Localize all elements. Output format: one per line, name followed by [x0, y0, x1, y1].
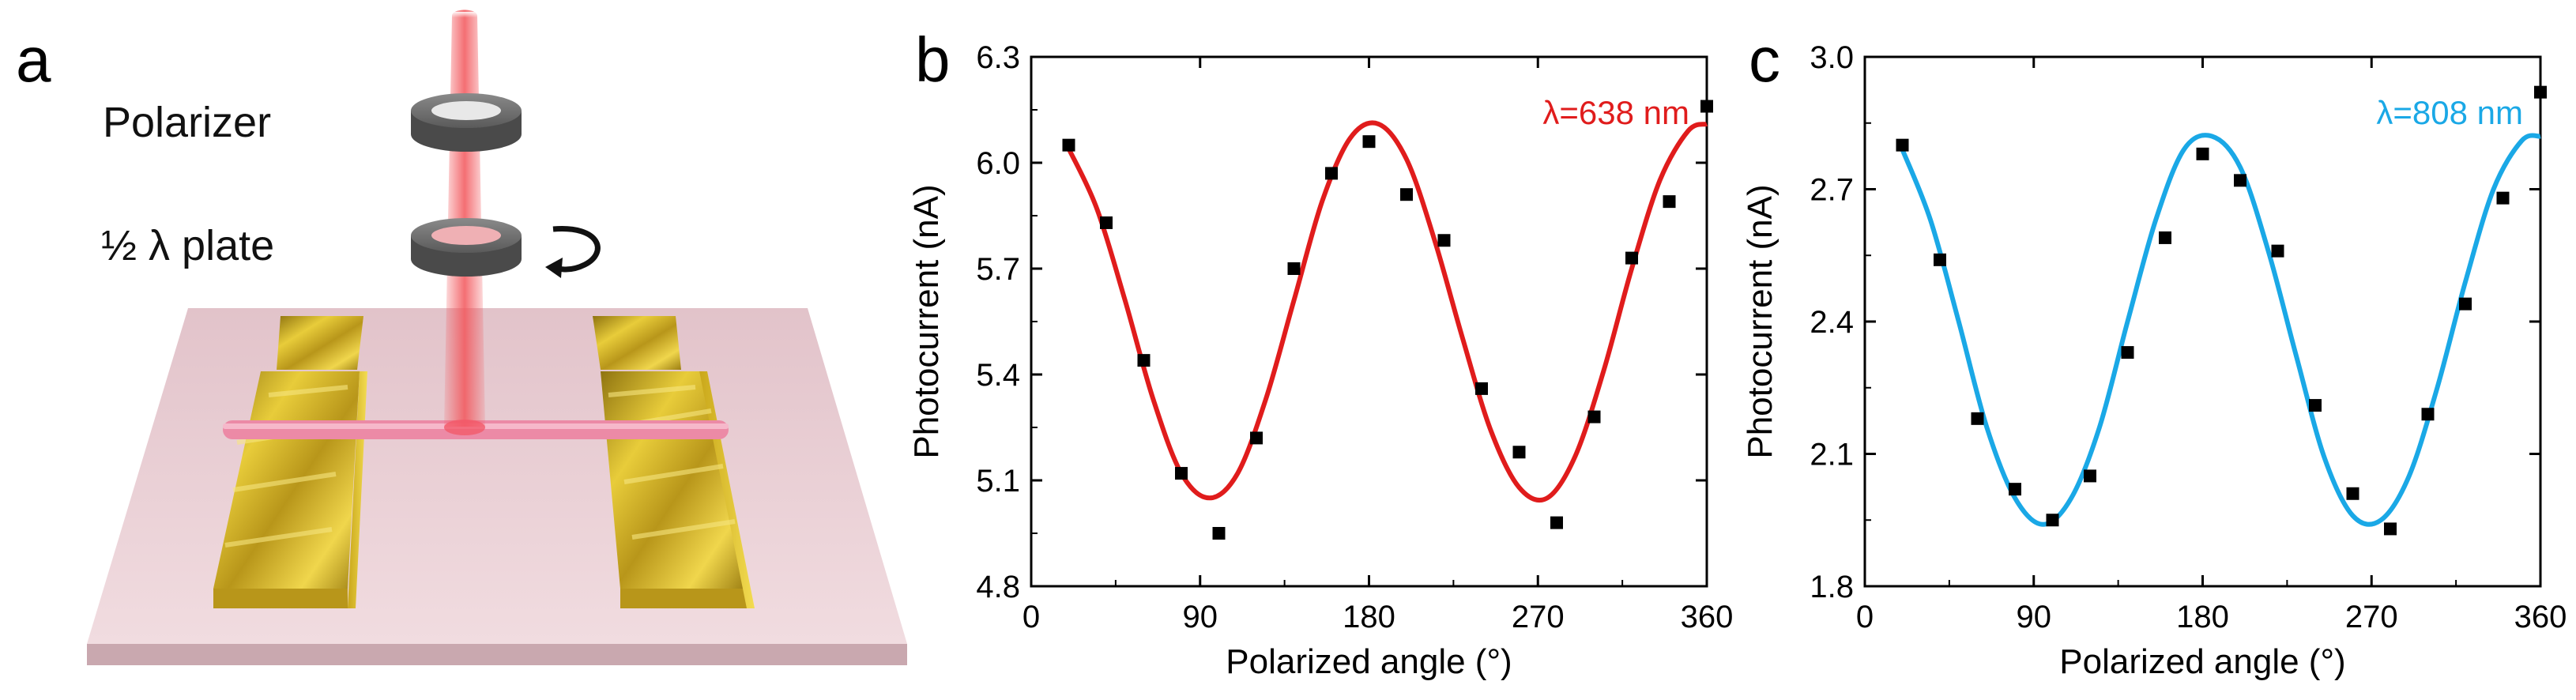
chart-b-data-point — [1625, 251, 1638, 265]
half-wave-plate-label: ½ λ plate — [101, 222, 275, 269]
chart-c-data-point — [2271, 244, 2284, 258]
panel-letter-c: c — [1749, 24, 1780, 95]
chart-b-data-point — [1287, 262, 1301, 275]
chart-b-data-point — [1212, 527, 1226, 540]
half-wave-plate-ring — [411, 218, 522, 277]
chart-c-x-axis-label: Polarized angle (°) — [2059, 642, 2345, 681]
chart-b-y-tick-label: 6.3 — [976, 40, 1020, 75]
chart-b-x-axis-label: Polarized angle (°) — [1226, 642, 1512, 681]
chart-b-data-point — [1100, 216, 1113, 229]
rotation-arrow-icon — [545, 226, 601, 278]
chart-c-data-point — [2496, 191, 2510, 205]
chart-c-data-point — [2346, 487, 2359, 500]
chart-b-data-point — [1400, 188, 1413, 201]
chart-c-data-point — [2121, 346, 2134, 359]
chart-c-data-point — [2459, 297, 2472, 310]
chart-b-x-tick-label: 90 — [1183, 600, 1218, 634]
chart-b-x-tick-label: 270 — [1512, 600, 1565, 634]
chart-b-data-point — [1137, 354, 1151, 367]
chart-c-data-point — [2421, 408, 2435, 421]
polarizer-label: Polarizer — [103, 99, 272, 146]
panel-letter-b: b — [915, 24, 951, 95]
chart-b-y-tick-label: 6.0 — [976, 146, 1020, 181]
panel-letter-a: a — [16, 24, 51, 95]
chart-c-y-tick-label: 1.8 — [1810, 570, 1854, 604]
chart-c-y-tick-label: 2.7 — [1810, 173, 1854, 208]
chart-b-data-point — [1475, 382, 1488, 395]
chart-b-data-point — [1550, 516, 1563, 529]
chart-c-data-point — [1934, 253, 1946, 266]
chart-c-data-point — [2046, 514, 2059, 527]
chart-c-x-tick-label: 270 — [2345, 600, 2398, 634]
chart-b-data-point — [1587, 410, 1601, 423]
polarizer-ring — [411, 93, 522, 152]
chart-c-y-tick-label: 2.1 — [1810, 438, 1854, 472]
chart-c-data-point — [2534, 85, 2547, 99]
chart-c-svg: 0 90 180 270 360 1.8 2.1 2.4 2.7 3.0 Polarized ang… — [1742, 40, 2567, 681]
chart-c-data-point — [1971, 412, 1984, 425]
chart-c-x-tick-label: 90 — [2017, 600, 2052, 634]
chart-c-y-axis-label: Photocurrent (nA) — [1742, 184, 1779, 458]
chart-c-data-point — [2084, 469, 2096, 483]
chart-c-data-point — [2309, 399, 2322, 412]
chart-b-wavelength-annotation: λ=638 nm — [1542, 94, 1689, 131]
chart-b-svg: 0 90 180 270 360 4.8 5.1 5.4 5.7 6.0 6.3 Polarized … — [909, 40, 1734, 681]
chart-c-x-tick-label: 0 — [1856, 600, 1874, 634]
chart-b-y-tick-label: 5.4 — [976, 358, 1020, 393]
panel-a-schematic: a Polarizer ½ λ plate — [0, 0, 909, 700]
chart-b-data-point — [1250, 431, 1263, 445]
chart-b-data-point — [1175, 467, 1188, 480]
chart-c-data-point — [2009, 483, 2021, 496]
chart-b-x-tick-label: 180 — [1343, 600, 1395, 634]
chart-c-y-tick-label: 3.0 — [1810, 40, 1854, 75]
schematic-illustration — [87, 9, 907, 665]
chart-b-data-point — [1437, 234, 1451, 247]
chart-c-fit-curve — [1900, 133, 2541, 527]
chart-c-wavelength-annotation: λ=808 nm — [2376, 94, 2523, 131]
chart-c-data-point — [2196, 147, 2209, 160]
chart-c-x-tick-label: 360 — [2514, 600, 2567, 634]
chart-b-data-point — [1362, 135, 1376, 149]
chart-b-y-tick-label: 5.7 — [976, 252, 1020, 287]
chart-b-fit-curve — [1066, 120, 1708, 503]
chart-b-data-point — [1700, 100, 1713, 113]
substrate — [87, 308, 907, 665]
chart-b-y-tick-label: 5.1 — [976, 464, 1020, 499]
chart-c-data-point — [2159, 231, 2171, 244]
chart-b-x-tick-label: 360 — [1681, 600, 1734, 634]
chart-b-data-point — [1325, 167, 1338, 180]
chart-c-data-point — [1896, 138, 1909, 152]
chart-b-y-axis-label: Photocurrent (nA) — [909, 184, 946, 458]
chart-c-data-point — [2384, 522, 2397, 536]
chart-b-data-point — [1663, 195, 1676, 209]
panel-c-chart: c 0 90 180 270 360 1.8 2.1 2.4 2.7 3.0 Polarized a… — [1742, 0, 2576, 700]
chart-b-data-point — [1512, 446, 1526, 459]
chart-c-x-tick-label: 180 — [2176, 600, 2229, 634]
panel-b-chart: b 0 90 180 270 360 4.8 5.1 5.4 5.7 6.0 6.3 Polarize… — [909, 0, 1742, 700]
chart-c-y-tick-label: 2.4 — [1810, 305, 1854, 340]
chart-b-y-tick-label: 4.8 — [976, 570, 1020, 604]
chart-b-data-point — [1062, 138, 1075, 152]
chart-b-x-tick-label: 0 — [1022, 600, 1040, 634]
chart-c-data-point — [2234, 174, 2246, 187]
